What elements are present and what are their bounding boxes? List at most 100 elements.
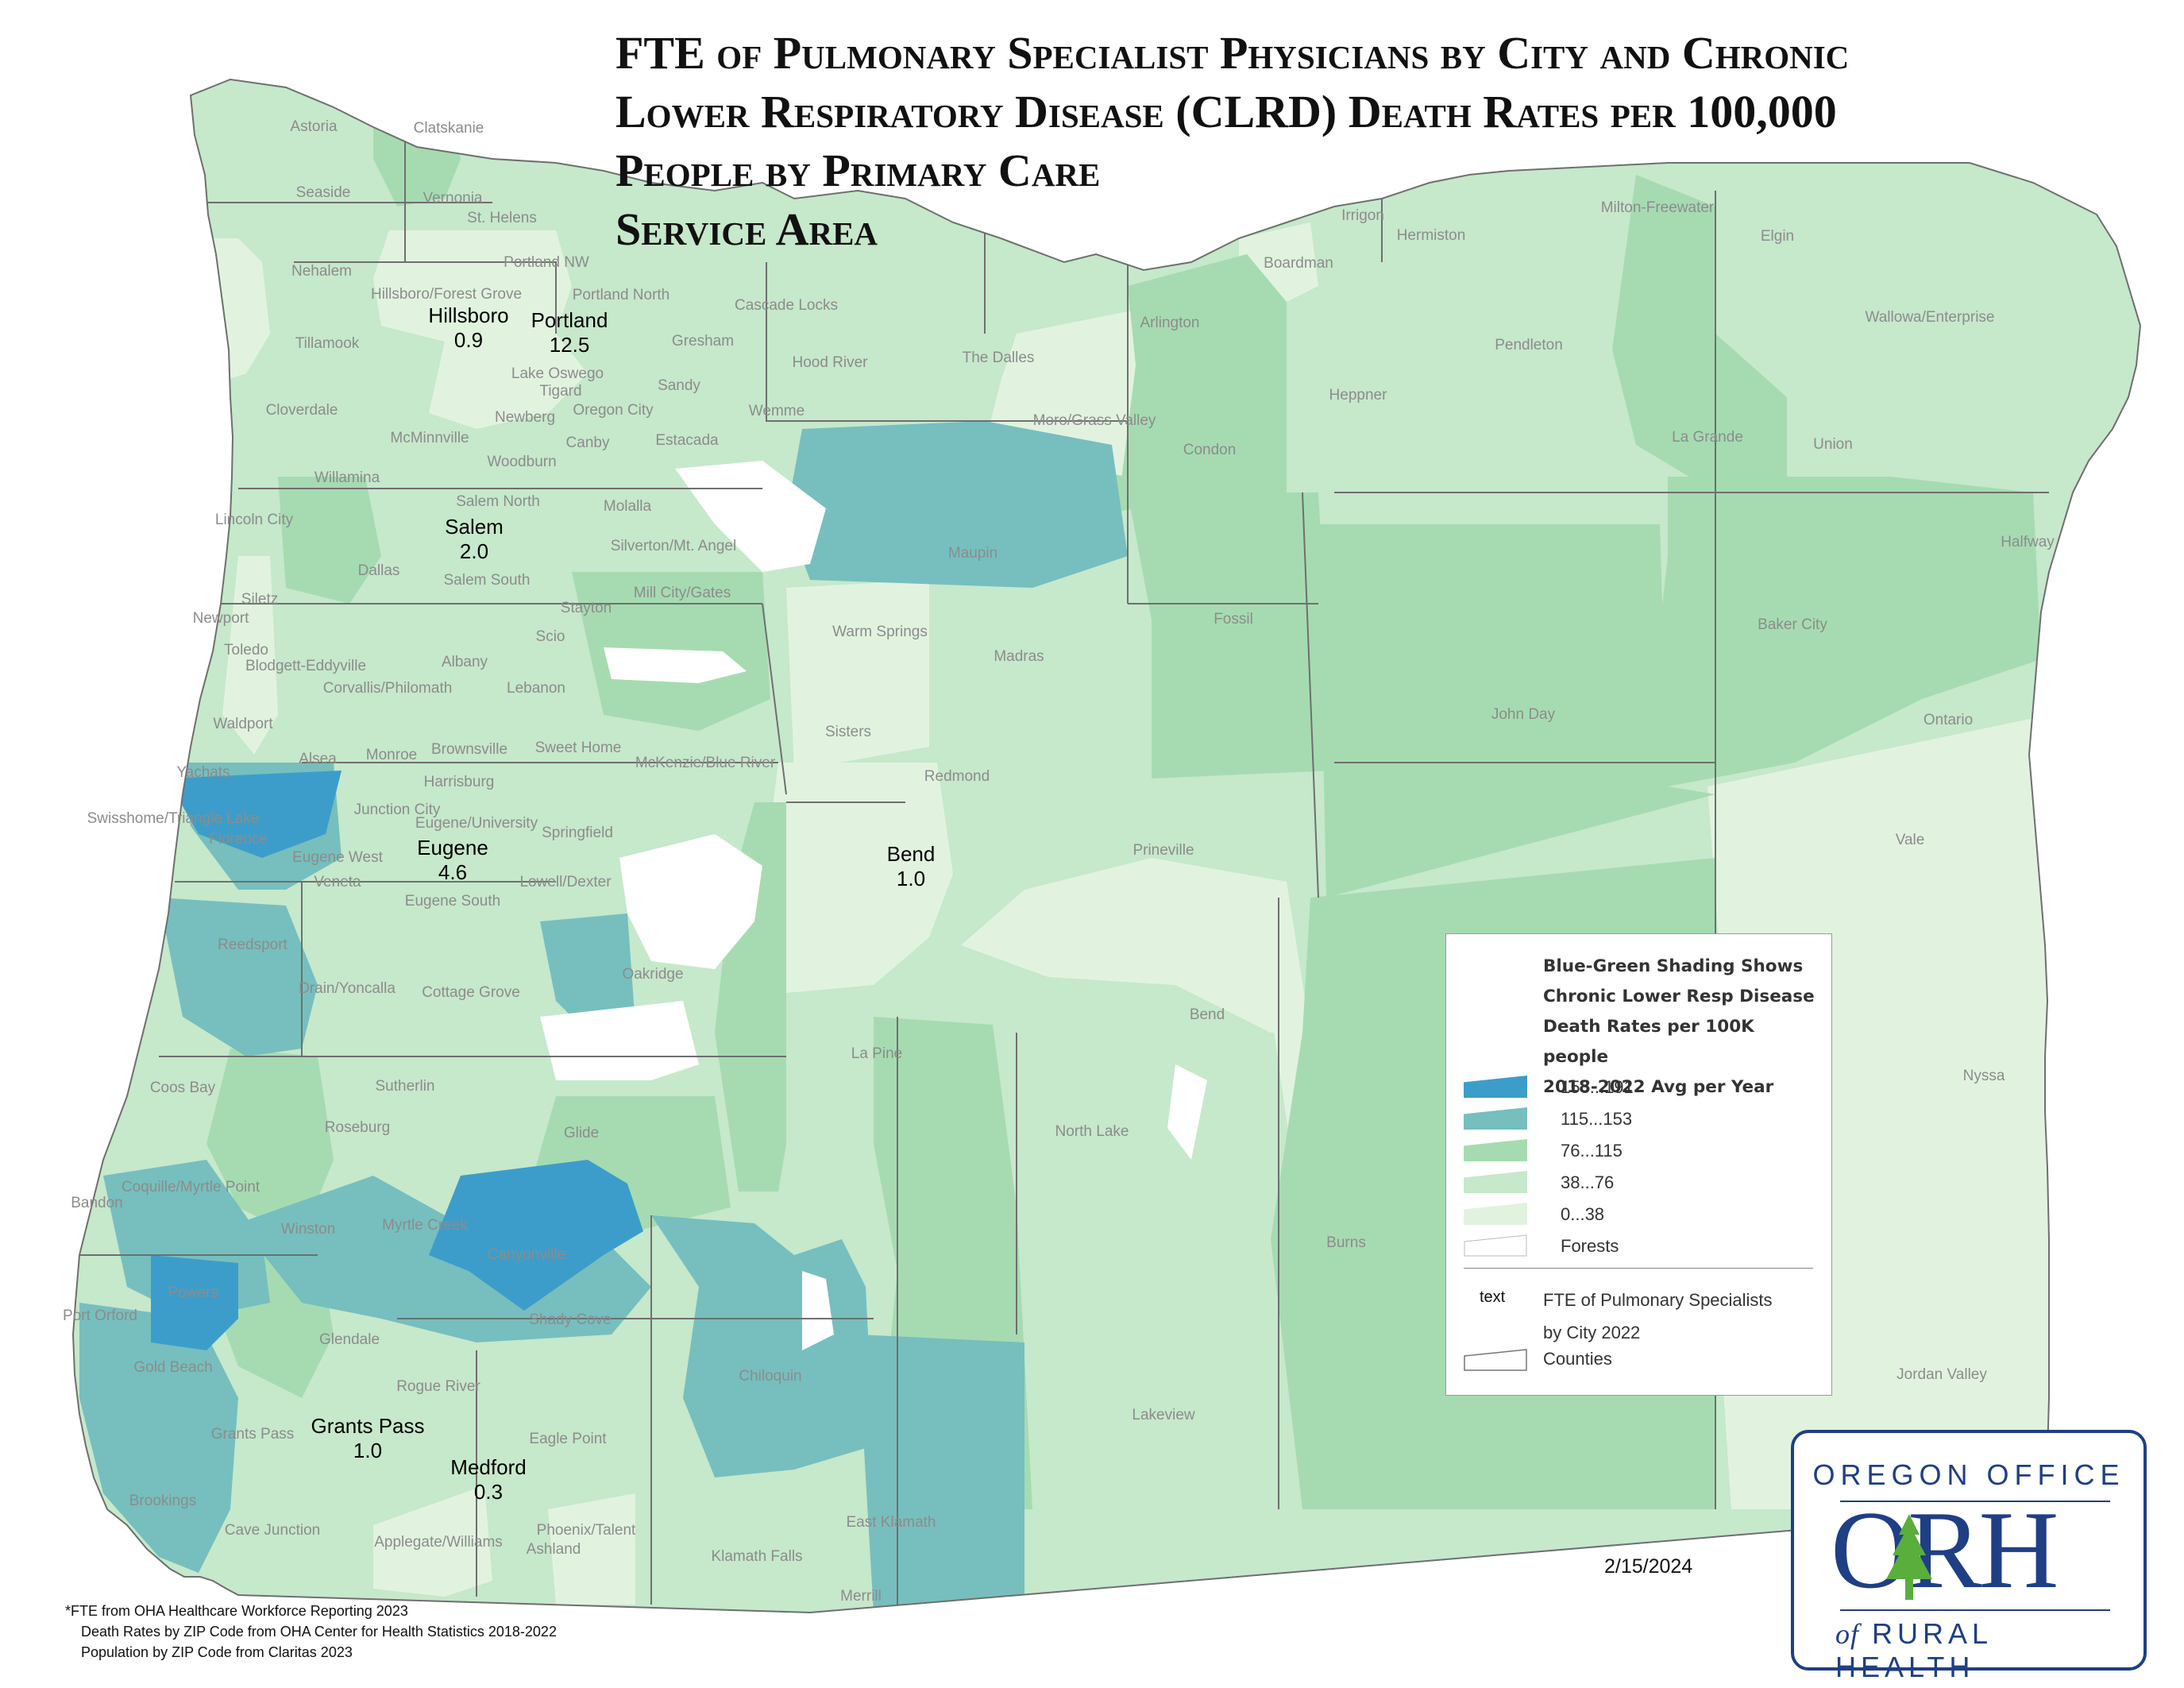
rate-region	[373, 1485, 492, 1597]
rate-region	[1318, 524, 1715, 898]
forest-area	[1167, 1064, 1207, 1160]
legend-title-line: Blue-Green Shading Shows	[1543, 956, 1804, 976]
service-area-label: La Grande	[1672, 429, 1743, 446]
service-area-label: Moro/Grass Valley	[1032, 412, 1156, 429]
service-area-label: Waldport	[213, 716, 273, 732]
service-area-label: Chiloquin	[739, 1368, 802, 1385]
title-line-2: Lower Respiratory Disease (CLRD) Death R…	[615, 86, 1837, 137]
city-fte-value: 0.9	[453, 328, 484, 352]
service-area-label: Fossil	[1214, 611, 1253, 628]
rate-region	[1128, 492, 1334, 778]
service-area-label: Swisshome/Triangle Lake	[87, 810, 260, 827]
map-title: FTE of Pulmonary Specialist Physicians b…	[615, 24, 2124, 259]
legend-fte-label: FTE of Pulmonary Specialists by City 202…	[1543, 1284, 1773, 1349]
logo-main-text: ORH	[1831, 1489, 2059, 1612]
legend-divider	[1464, 1268, 1813, 1269]
service-area-label: Milton-Freewater	[1600, 199, 1715, 216]
title-line-1: FTE of Pulmonary Specialist Physicians b…	[615, 27, 1850, 79]
logo-rural-health-text: RURAL HEALTH	[1835, 1617, 1992, 1683]
city-fte-value: 0.3	[473, 1480, 504, 1504]
service-area-label: Wemme	[748, 403, 805, 419]
legend-swatch	[1464, 1171, 1527, 1193]
service-area-label: Mill City/Gates	[633, 585, 731, 601]
legend-fte-line: FTE of Pulmonary Specialists	[1543, 1290, 1773, 1310]
service-area-label: Hermiston	[1396, 227, 1466, 244]
logo-bottom-text: of RURAL HEALTH	[1835, 1617, 2143, 1684]
service-area-label: Cottage Grove	[422, 984, 520, 1001]
service-area-label: Eagle Point	[529, 1431, 607, 1447]
service-area-label: Merrill	[840, 1588, 882, 1605]
rate-region	[786, 421, 1128, 588]
service-area-label: Drain/Yoncalla	[299, 980, 396, 997]
service-area-label: Cascade Locks	[735, 297, 838, 314]
service-area-label: Grants Pass	[210, 1426, 295, 1443]
service-area-label: Hood River	[792, 354, 868, 371]
service-area-label: Reedsport	[218, 937, 287, 953]
service-area-label: Boardman	[1264, 255, 1333, 272]
rate-region	[278, 477, 381, 604]
service-area-label: Newberg	[494, 409, 556, 426]
legend-class-label: 153...191	[1561, 1077, 1634, 1097]
service-area-label: Heppner	[1329, 387, 1387, 404]
logo-of-text: of	[1835, 1618, 1860, 1650]
service-area-label: Halfway	[2001, 534, 2055, 550]
rate-region	[1652, 477, 2041, 786]
service-area-label: Dallas	[357, 562, 400, 579]
city-fte-label: Eugene 4.6	[417, 836, 488, 885]
service-area-label: Gold Beach	[133, 1359, 213, 1376]
service-area-label: Jordan Valley	[1897, 1366, 1987, 1383]
legend-title-line: 2018-2022 Avg per Year	[1543, 1077, 1774, 1097]
city-fte-label: Portland 12.5	[531, 308, 608, 357]
service-area-label: Brownsville	[430, 741, 508, 758]
service-area-label: Estacada	[655, 432, 719, 449]
logo-top-text: OREGON OFFICE	[1812, 1458, 2125, 1491]
legend-swatch	[1464, 1234, 1527, 1257]
source-note: *FTE from OHA Healthcare Workforce Repor…	[65, 1603, 408, 1619]
service-area-label: La Pine	[851, 1045, 903, 1062]
map-legend: Blue-Green Shading Shows Chronic Lower R…	[1445, 933, 1832, 1396]
city-name: Salem	[445, 515, 504, 539]
service-area-label: Klamath Falls	[711, 1548, 803, 1565]
service-area-label: Pendleton	[1495, 337, 1563, 353]
rate-region	[159, 898, 318, 1056]
service-area-label: Eugene/University	[415, 815, 538, 832]
service-area-label: Seaside	[295, 184, 351, 201]
service-area-label: Union	[1813, 436, 1853, 453]
source-note: Death Rates by ZIP Code from OHA Center …	[81, 1624, 557, 1640]
rate-region	[548, 1493, 635, 1605]
city-name: Grants Pass	[311, 1414, 425, 1438]
city-fte-value: 12.5	[549, 333, 590, 357]
service-area-label: Oakridge	[622, 966, 684, 983]
service-area-label: Portland North	[572, 287, 670, 303]
city-fte-label: Medford 0.3	[450, 1455, 526, 1505]
service-area-label: Alsea	[299, 751, 337, 767]
service-area-label: Salem North	[456, 493, 540, 510]
rate-region	[1612, 175, 1787, 492]
service-area-label: McKenzie/Blue River	[635, 755, 776, 771]
city-name: Bend	[886, 842, 936, 866]
city-fte-label: Hillsboro 0.9	[428, 303, 508, 353]
forest-area	[802, 1271, 834, 1350]
service-area-label: Blodgett-Eddyville	[245, 658, 367, 674]
forest-area	[604, 647, 747, 683]
service-area-label: Condon	[1183, 442, 1237, 458]
legend-swatch	[1464, 1139, 1527, 1161]
legend-class-label: Forests	[1561, 1236, 1619, 1256]
city-name: Eugene	[417, 836, 488, 859]
service-area-label: Vale	[1895, 832, 1925, 848]
service-area-label: Applegate/Williams	[374, 1534, 503, 1551]
service-area-label: Silverton/Mt. Angel	[610, 538, 737, 554]
service-area-label: Salem South	[443, 572, 531, 589]
service-area-label: Wallowa/Enterprise	[1865, 309, 1995, 326]
service-area-label: Junction City	[353, 802, 441, 818]
service-area-label: Arlington	[1140, 315, 1200, 331]
rate-region	[961, 858, 1310, 1033]
rate-region	[167, 771, 341, 858]
service-area-label: Powers	[168, 1284, 218, 1301]
legend-class-label: 0...38	[1561, 1204, 1605, 1224]
service-area-label: Lowell/Dexter	[519, 874, 612, 890]
service-area-label: Eugene West	[292, 849, 383, 866]
service-area-label: Lebanon	[507, 680, 565, 697]
city-name: Portland	[531, 308, 608, 332]
